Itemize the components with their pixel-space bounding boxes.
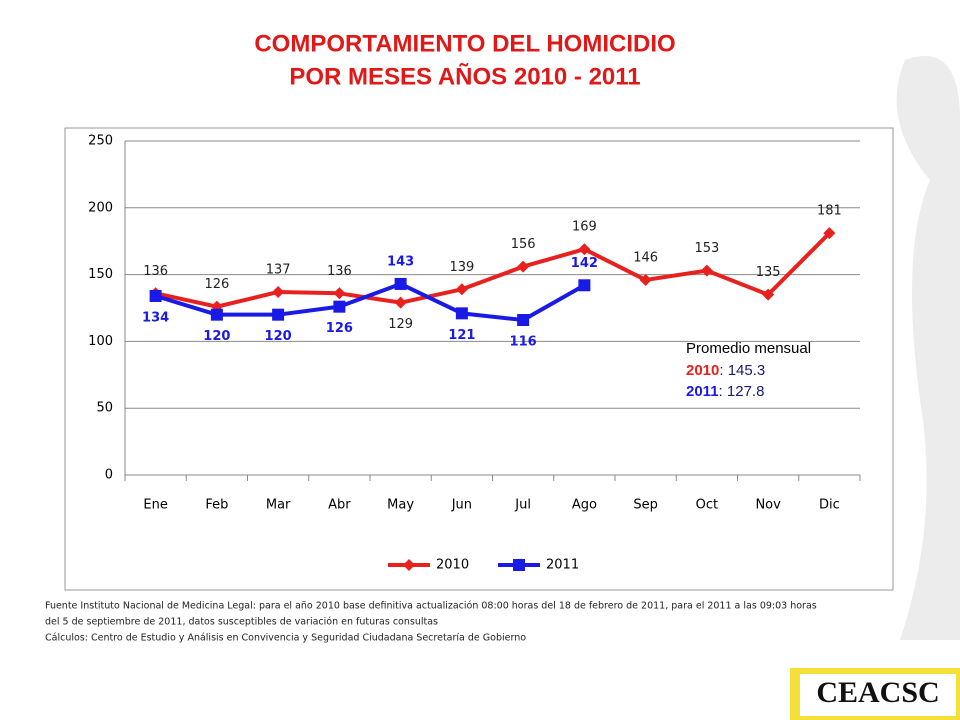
data-label: 143 bbox=[387, 254, 414, 269]
point-marker bbox=[517, 260, 530, 273]
data-label: 181 bbox=[817, 204, 842, 219]
legend-marker bbox=[513, 559, 525, 571]
series-line bbox=[155, 231, 831, 309]
data-label: 134 bbox=[142, 310, 169, 325]
x-tick-label: Dic bbox=[819, 498, 840, 513]
point-marker bbox=[394, 296, 407, 309]
data-label: 121 bbox=[448, 328, 475, 343]
footnote: del 5 de septiembre de 2011, datos susce… bbox=[45, 617, 438, 628]
point-marker bbox=[272, 308, 285, 321]
data-label: 120 bbox=[203, 329, 230, 344]
y-tick-label: 0 bbox=[105, 468, 113, 483]
point-marker bbox=[639, 273, 652, 286]
point-marker bbox=[333, 287, 346, 300]
x-tick-label: Sep bbox=[633, 498, 658, 513]
x-tick-label: Nov bbox=[755, 498, 781, 513]
annotation-title: Promedio mensual bbox=[686, 340, 811, 357]
x-tick-label: May bbox=[387, 498, 414, 513]
annotation-year: 2011 bbox=[686, 383, 719, 400]
point-marker bbox=[394, 277, 407, 290]
title-line: POR MESES AÑOS 2010 - 2011 bbox=[289, 62, 640, 90]
data-label: 126 bbox=[204, 277, 229, 292]
footnote: Cálculos: Centro de Estudio y Análisis e… bbox=[45, 633, 526, 644]
annotation-value: : 145.3 bbox=[719, 362, 765, 379]
annotation-year: 2010 bbox=[686, 362, 719, 379]
data-label: 136 bbox=[143, 264, 168, 279]
data-label: 146 bbox=[633, 250, 658, 265]
point-marker bbox=[272, 285, 285, 298]
point-marker bbox=[455, 307, 468, 320]
series-line bbox=[155, 281, 586, 323]
legend-marker bbox=[403, 559, 415, 571]
legend-label: 2011 bbox=[546, 558, 579, 573]
data-label: 153 bbox=[694, 241, 719, 256]
x-tick-label: Jul bbox=[514, 498, 531, 513]
y-tick-label: 150 bbox=[88, 267, 113, 282]
x-tick-label: Feb bbox=[205, 498, 228, 513]
point-marker bbox=[149, 289, 162, 302]
point-marker bbox=[578, 279, 591, 292]
logo-box bbox=[800, 674, 956, 716]
x-tick-label: Ago bbox=[572, 498, 597, 513]
data-label: 120 bbox=[265, 329, 292, 344]
footnote: Fuente Instituto Nacional de Medicina Le… bbox=[45, 601, 817, 612]
point-marker bbox=[517, 314, 530, 327]
data-label: 139 bbox=[449, 260, 474, 275]
x-tick-label: Jun bbox=[451, 498, 472, 513]
y-tick-label: 50 bbox=[96, 401, 113, 416]
point-marker bbox=[333, 300, 346, 313]
data-label: 156 bbox=[511, 237, 536, 252]
background-shape bbox=[896, 56, 960, 640]
point-marker bbox=[578, 243, 591, 256]
data-label: 142 bbox=[571, 256, 598, 271]
point-marker bbox=[762, 288, 775, 301]
y-tick-label: 200 bbox=[88, 200, 113, 215]
data-label: 126 bbox=[326, 321, 353, 336]
chart-frame bbox=[64, 127, 894, 591]
annotation-line: 2011: 127.8 bbox=[686, 383, 764, 400]
data-label: 136 bbox=[327, 264, 352, 279]
data-label: 116 bbox=[510, 335, 537, 350]
data-label: 129 bbox=[388, 317, 413, 332]
annotation-value: : 127.8 bbox=[719, 383, 765, 400]
data-label: 169 bbox=[572, 220, 597, 235]
x-tick-label: Mar bbox=[266, 498, 291, 513]
title-line: COMPORTAMIENTO DEL HOMICIDIO bbox=[254, 30, 675, 57]
point-marker bbox=[700, 264, 713, 277]
x-tick-label: Oct bbox=[696, 498, 718, 513]
data-label: 137 bbox=[266, 262, 291, 277]
x-tick-label: Ene bbox=[143, 498, 167, 513]
point-marker bbox=[210, 308, 223, 321]
y-tick-label: 100 bbox=[88, 334, 113, 349]
point-marker bbox=[823, 227, 836, 240]
logo: CEACSC bbox=[816, 676, 939, 709]
y-tick-label: 250 bbox=[88, 134, 113, 149]
annotation-line: 2010: 145.3 bbox=[686, 362, 765, 379]
x-tick-label: Abr bbox=[328, 498, 351, 513]
point-marker bbox=[455, 283, 468, 296]
data-label: 135 bbox=[756, 265, 781, 280]
legend-label: 2010 bbox=[436, 558, 469, 573]
